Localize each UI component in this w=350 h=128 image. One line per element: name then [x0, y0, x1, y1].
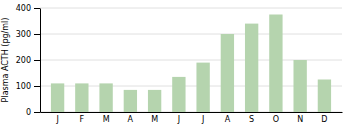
bars: [51, 15, 331, 113]
y-tick: 300: [16, 30, 40, 39]
y-tick-mark: [34, 60, 40, 61]
x-tick: A: [128, 115, 134, 124]
x-tick: D: [321, 115, 327, 124]
x-tick: O: [273, 115, 279, 124]
y-tick-label: 300: [16, 30, 31, 39]
x-tick-label: A: [128, 115, 134, 124]
y-axis-line: [40, 9, 41, 113]
x-tick-label: M: [103, 115, 110, 124]
x-axis-line: [41, 112, 343, 113]
x-tick: M: [151, 115, 158, 124]
x-tick: N: [297, 115, 303, 124]
bar: [99, 83, 112, 112]
bar: [269, 15, 282, 113]
x-tick-label: D: [321, 115, 327, 124]
y-tick: 100: [16, 82, 40, 91]
y-tick: 200: [16, 56, 40, 65]
y-tick-label: 0: [26, 108, 31, 117]
y-tick: 400: [16, 4, 40, 13]
grid-line: [40, 34, 342, 35]
y-axis-title: Plasma ACTH (pg/ml): [1, 18, 10, 103]
x-tick: J: [55, 115, 58, 124]
y-tick-mark: [34, 86, 40, 87]
x-axis: JFMAMJJASOND: [41, 113, 343, 124]
x-tick-label: O: [273, 115, 279, 124]
bar: [221, 34, 234, 112]
x-tick: F: [80, 115, 85, 124]
x-tick: A: [225, 115, 231, 124]
x-tick-label: J: [177, 115, 180, 124]
x-tick-label: J: [55, 115, 58, 124]
x-tick: M: [103, 115, 110, 124]
y-tick: 0: [26, 108, 40, 117]
bar: [75, 83, 88, 112]
y-tick-label: 200: [16, 56, 31, 65]
x-tick-label: N: [297, 115, 303, 124]
plot: 0 100 200 300 400 J F M A M J J A S O N D Plasma ACTH (pg…: [1, 4, 343, 124]
x-tick-label: A: [225, 115, 231, 124]
x-tick: J: [201, 115, 204, 124]
bar: [124, 90, 137, 112]
y-tick-mark: [34, 34, 40, 35]
y-tick-mark: [34, 112, 40, 113]
x-tick-label: F: [80, 115, 85, 124]
y-axis: 0 100 200 300 400: [16, 4, 41, 117]
bar: [51, 83, 64, 112]
y-tick-label: 400: [16, 4, 31, 13]
y-tick-label: 100: [16, 82, 31, 91]
x-tick-label: S: [249, 115, 254, 124]
bar: [172, 77, 185, 112]
x-tick-label: M: [151, 115, 158, 124]
bar: [148, 90, 161, 112]
y-tick-mark: [34, 8, 40, 9]
bar: [245, 24, 258, 112]
x-tick: J: [177, 115, 180, 124]
grid: [40, 8, 342, 112]
x-tick: S: [249, 115, 254, 124]
chart: 0 100 200 300 400 J F M A M J J A S O N D Plasma ACTH (pg…: [0, 0, 350, 128]
x-tick-label: J: [201, 115, 204, 124]
bar: [293, 60, 306, 112]
bar: [196, 63, 209, 112]
grid-line: [40, 8, 342, 9]
bar: [318, 80, 331, 113]
